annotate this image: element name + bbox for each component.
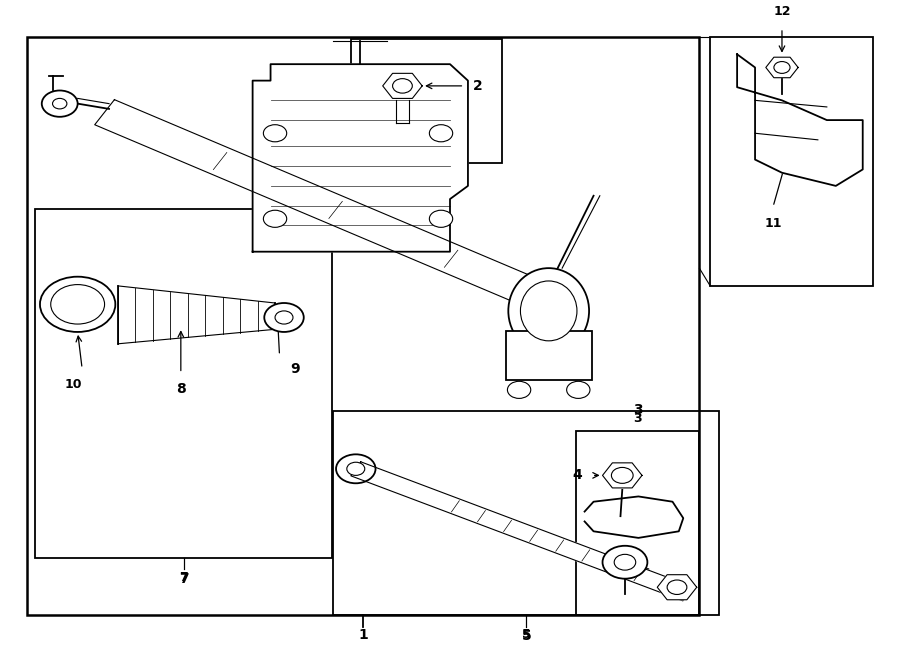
Circle shape bbox=[667, 580, 687, 594]
Text: 1: 1 bbox=[358, 627, 368, 642]
Ellipse shape bbox=[508, 268, 590, 354]
Circle shape bbox=[264, 210, 287, 227]
Text: 10: 10 bbox=[65, 378, 82, 391]
Ellipse shape bbox=[520, 281, 577, 341]
Text: 12: 12 bbox=[773, 5, 791, 18]
Text: 5: 5 bbox=[522, 628, 531, 641]
Circle shape bbox=[614, 555, 635, 570]
Text: 3: 3 bbox=[634, 412, 642, 425]
Text: 11: 11 bbox=[764, 217, 782, 231]
Circle shape bbox=[611, 467, 633, 483]
Bar bbox=[333, 411, 719, 615]
Circle shape bbox=[265, 303, 304, 332]
Polygon shape bbox=[602, 463, 642, 488]
Bar bbox=[35, 209, 331, 558]
Circle shape bbox=[52, 98, 67, 109]
Circle shape bbox=[567, 381, 590, 399]
Text: 7: 7 bbox=[179, 572, 188, 586]
Text: 6: 6 bbox=[640, 567, 650, 581]
Polygon shape bbox=[351, 462, 693, 601]
Circle shape bbox=[602, 546, 647, 578]
Circle shape bbox=[774, 61, 790, 73]
Circle shape bbox=[392, 79, 412, 93]
Polygon shape bbox=[253, 64, 468, 252]
Polygon shape bbox=[382, 73, 422, 98]
Polygon shape bbox=[585, 496, 683, 538]
Bar bbox=[26, 37, 699, 615]
Text: 5: 5 bbox=[521, 629, 531, 643]
Polygon shape bbox=[766, 58, 798, 78]
Text: 2: 2 bbox=[472, 79, 482, 93]
Circle shape bbox=[50, 285, 104, 324]
Circle shape bbox=[429, 125, 453, 142]
Circle shape bbox=[508, 381, 531, 399]
Bar bbox=[506, 330, 592, 380]
Polygon shape bbox=[657, 574, 697, 600]
Polygon shape bbox=[94, 100, 577, 320]
Circle shape bbox=[275, 311, 293, 324]
Bar bbox=[576, 431, 699, 615]
Circle shape bbox=[40, 277, 115, 332]
Circle shape bbox=[336, 454, 375, 483]
Bar bbox=[351, 39, 502, 163]
Circle shape bbox=[41, 91, 77, 117]
Text: 7: 7 bbox=[179, 571, 188, 584]
Polygon shape bbox=[737, 54, 863, 186]
Bar bbox=[710, 37, 874, 286]
Circle shape bbox=[264, 125, 287, 142]
Circle shape bbox=[429, 210, 453, 227]
Text: 3: 3 bbox=[633, 403, 643, 418]
Circle shape bbox=[346, 462, 364, 475]
Text: 4: 4 bbox=[572, 469, 582, 483]
Text: 9: 9 bbox=[291, 362, 300, 376]
Text: 8: 8 bbox=[176, 382, 185, 396]
